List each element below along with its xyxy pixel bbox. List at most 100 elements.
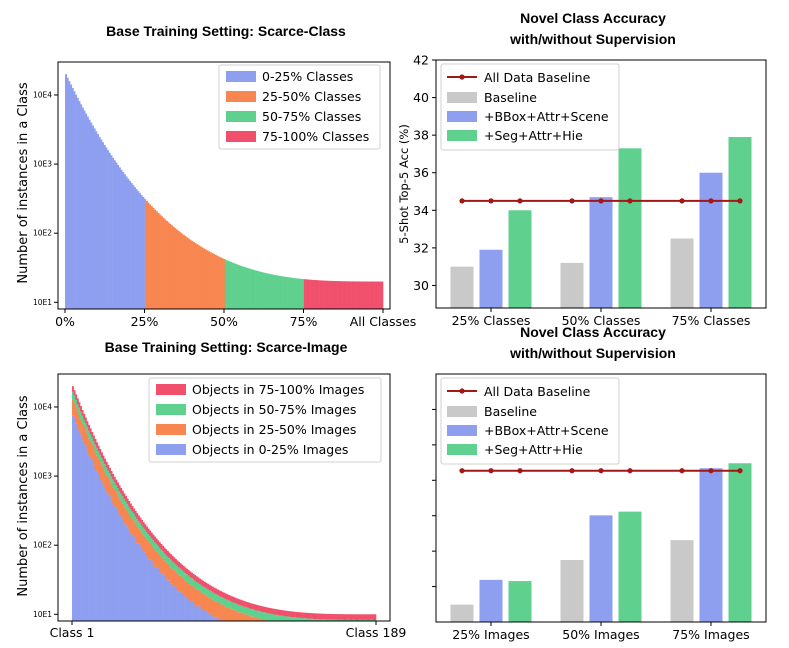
class-bar-segment bbox=[89, 457, 92, 621]
class-bar bbox=[271, 274, 274, 309]
class-bar bbox=[379, 281, 382, 309]
class-bar-segment bbox=[231, 602, 234, 610]
class-bar bbox=[256, 271, 259, 309]
class-bar-segment bbox=[284, 616, 287, 621]
class-bar-segment bbox=[282, 610, 285, 616]
class-bar bbox=[108, 152, 111, 309]
class-bar bbox=[265, 273, 268, 309]
class-bar-segment bbox=[229, 601, 232, 609]
class-bar-segment bbox=[194, 575, 197, 581]
class-bar-segment bbox=[142, 522, 145, 528]
class-bar-segment bbox=[245, 607, 248, 615]
class-bar-segment bbox=[279, 615, 282, 621]
class-bar-segment bbox=[298, 617, 301, 621]
class-bar-segment bbox=[269, 608, 272, 614]
class-bar-segment bbox=[326, 613, 329, 620]
class-bar-segment bbox=[219, 604, 222, 621]
class-bar-segment bbox=[289, 611, 292, 617]
class-bar-segment bbox=[197, 577, 200, 583]
class-bar-segment bbox=[186, 581, 189, 597]
class-bar-segment bbox=[322, 619, 325, 621]
class-bar-segment bbox=[242, 614, 245, 621]
baseline-marker bbox=[517, 468, 523, 474]
class-bar-segment bbox=[332, 619, 335, 621]
class-bar bbox=[345, 281, 348, 309]
class-bar-segment bbox=[361, 614, 364, 621]
class-bar bbox=[167, 222, 170, 309]
baseline-marker bbox=[488, 198, 494, 204]
accuracy-bar bbox=[589, 515, 613, 622]
class-bar-segment bbox=[129, 534, 132, 621]
class-bar-segment bbox=[139, 545, 142, 621]
class-bar-segment bbox=[121, 490, 124, 497]
class-bar bbox=[340, 281, 343, 309]
class-bar bbox=[186, 237, 189, 309]
class-bar-segment bbox=[178, 561, 181, 568]
class-bar-segment bbox=[244, 601, 247, 607]
class-bar-segment bbox=[191, 578, 193, 586]
class-bar-segment bbox=[192, 601, 195, 621]
accuracy-bar bbox=[670, 540, 694, 622]
class-bar-segment bbox=[104, 458, 107, 465]
class-bar bbox=[182, 234, 185, 309]
class-bar-segment bbox=[157, 552, 160, 569]
legend-marker bbox=[459, 388, 465, 394]
class-bar bbox=[278, 275, 281, 309]
class-bar-segment bbox=[96, 455, 99, 471]
class-bar-segment bbox=[208, 597, 211, 614]
baseline-marker bbox=[459, 198, 465, 204]
legend: All Data Baseline Baseline +BBox+Attr+Sc… bbox=[440, 377, 620, 465]
class-bar-segment bbox=[144, 529, 147, 537]
class-bar bbox=[223, 258, 226, 309]
class-bar-segment bbox=[240, 600, 243, 606]
class-bar bbox=[76, 97, 79, 310]
class-bar-segment bbox=[252, 616, 255, 621]
class-bar-segment bbox=[287, 611, 290, 617]
class-bar bbox=[86, 116, 89, 310]
class-bar bbox=[145, 200, 148, 309]
class-bar-segment bbox=[189, 584, 192, 603]
class-bar-segment bbox=[128, 506, 131, 514]
class-bar bbox=[164, 219, 167, 309]
class-bar bbox=[102, 142, 104, 309]
class-bar-segment bbox=[86, 426, 89, 434]
class-bar-segment bbox=[215, 588, 218, 595]
class-bar-segment bbox=[237, 598, 240, 605]
class-bar-segment bbox=[163, 547, 166, 554]
class-bar-segment bbox=[149, 530, 152, 537]
class-bar bbox=[211, 253, 214, 309]
class-bar-segment bbox=[104, 464, 107, 472]
class-bar-segment bbox=[78, 414, 81, 431]
class-bar-segment bbox=[145, 526, 148, 532]
legend-label: Baseline bbox=[484, 90, 537, 105]
legend-swatch bbox=[156, 444, 186, 455]
class-bar-segment bbox=[363, 614, 366, 620]
class-bar-segment bbox=[203, 587, 206, 595]
class-bar-segment bbox=[150, 532, 153, 538]
class-bar bbox=[251, 269, 254, 309]
class-bar-segment bbox=[284, 610, 287, 617]
class-bar-segment bbox=[247, 602, 250, 608]
class-bar-segment bbox=[120, 487, 123, 494]
class-bar bbox=[371, 281, 374, 309]
accuracy-bar bbox=[479, 579, 503, 622]
class-bar bbox=[339, 281, 342, 309]
class-bar-segment bbox=[99, 478, 102, 621]
class-bar-segment bbox=[115, 492, 118, 508]
class-bar bbox=[239, 265, 242, 309]
class-bar-segment bbox=[131, 518, 134, 535]
class-bar-segment bbox=[72, 415, 74, 621]
class-bar-segment bbox=[160, 549, 163, 558]
class-bar-segment bbox=[219, 596, 222, 605]
class-bar-segment bbox=[96, 470, 99, 621]
class-bar bbox=[169, 223, 172, 309]
class-bar-segment bbox=[112, 479, 115, 488]
class-bar bbox=[342, 281, 345, 309]
class-bar-segment bbox=[369, 619, 372, 621]
legend-box bbox=[148, 377, 382, 463]
class-bar bbox=[236, 264, 239, 309]
y-tick-label: 34 bbox=[413, 203, 429, 218]
class-bar-segment bbox=[248, 608, 251, 617]
class-bar-segment bbox=[210, 591, 213, 599]
class-bar-segment bbox=[107, 477, 110, 495]
